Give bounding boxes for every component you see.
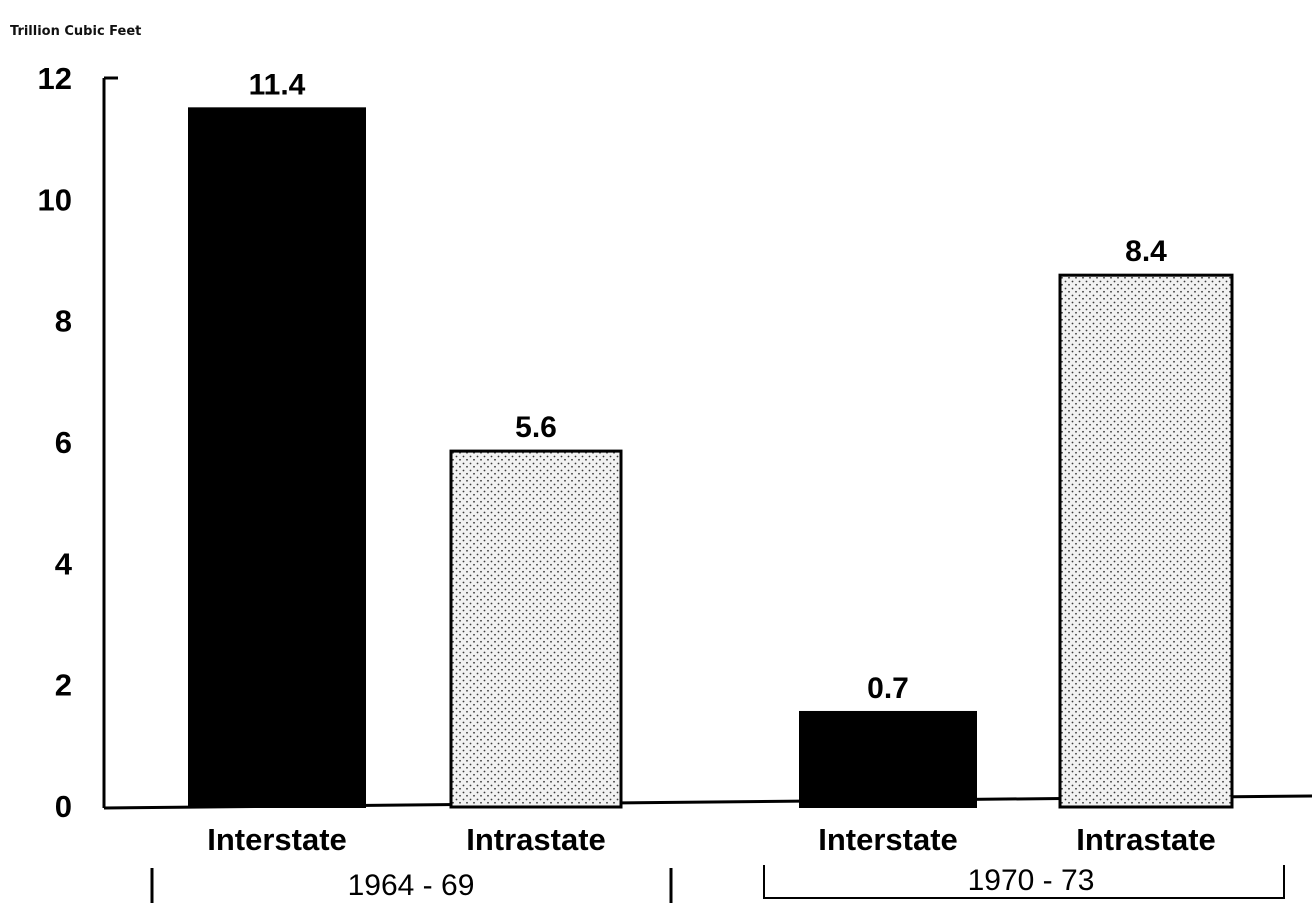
value-label-1-1: 8.4: [1125, 235, 1167, 268]
category-label-0-0: Interstate: [207, 822, 347, 857]
bar-1964-69-interstate: [188, 107, 366, 809]
value-label-0-1: 5.6: [515, 411, 557, 444]
labels: 0 2 4 6 8 10 12 11.4 Interstate 5.6 Intrastate 0.7 I…: [38, 61, 1216, 902]
bar-1964-69-intrastate: [449, 449, 623, 809]
group-2-bracket: [763, 865, 1285, 899]
group-label-1: 1964 - 69: [348, 869, 475, 902]
units-label: Trillion Cubic Feet: [10, 24, 141, 39]
y-tick-label-6: 6: [55, 425, 72, 460]
value-label-0-0: 11.4: [249, 68, 306, 101]
category-label-1-0: Interstate: [818, 822, 958, 857]
bar-1970-73-interstate: [799, 710, 977, 809]
y-tick-label-4: 4: [55, 546, 73, 581]
y-tick-label-2: 2: [55, 668, 72, 703]
y-tick-label-0: 0: [55, 789, 72, 824]
value-label-1-0: 0.7: [867, 672, 909, 705]
y-tick-label-12: 12: [38, 61, 72, 96]
category-label-0-1: Intrastate: [466, 822, 606, 857]
y-tick-label-8: 8: [55, 304, 72, 339]
category-label-1-1: Intrastate: [1076, 822, 1216, 857]
group-label-2: 1970 - 73: [968, 864, 1095, 897]
bar-1970-73-intrastate: [1058, 273, 1234, 809]
y-tick-label-10: 10: [38, 182, 72, 217]
bars: [188, 107, 1234, 809]
